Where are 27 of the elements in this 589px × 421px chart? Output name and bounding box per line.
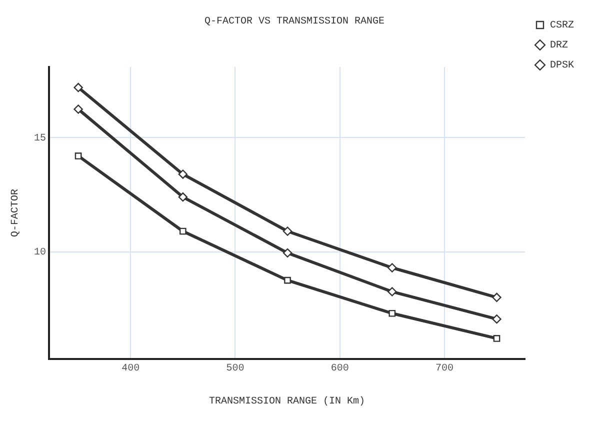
legend-label: DPSK bbox=[550, 60, 574, 72]
point bbox=[282, 248, 292, 258]
point bbox=[282, 226, 292, 236]
point bbox=[284, 276, 291, 284]
y-axis-title: Q-FACTOR bbox=[10, 188, 22, 238]
x-tick-label: 400 bbox=[122, 364, 140, 375]
point bbox=[74, 104, 83, 114]
point bbox=[178, 170, 188, 179]
point bbox=[388, 263, 397, 272]
legend-label: DRZ bbox=[550, 40, 568, 52]
x-tick-label: 600 bbox=[330, 364, 349, 375]
point bbox=[178, 192, 188, 202]
point bbox=[74, 152, 82, 160]
x-tick-label: 700 bbox=[435, 364, 454, 375]
x-axis-title: TRANSMISSION RANGE (IN Km) bbox=[208, 396, 366, 408]
y-tick-label: 10 bbox=[34, 247, 46, 258]
point bbox=[179, 228, 186, 235]
point bbox=[492, 292, 502, 302]
chart-title: Q-FACTOR VS TRANSMISSION RANGE bbox=[204, 16, 385, 28]
point bbox=[388, 287, 397, 296]
point bbox=[492, 314, 502, 324]
point bbox=[74, 82, 83, 92]
point bbox=[388, 310, 396, 317]
x-tick-label: 500 bbox=[226, 364, 244, 375]
legend-label: CSRZ bbox=[550, 20, 574, 32]
y-tick-label: 15 bbox=[34, 133, 46, 144]
point bbox=[493, 335, 500, 342]
